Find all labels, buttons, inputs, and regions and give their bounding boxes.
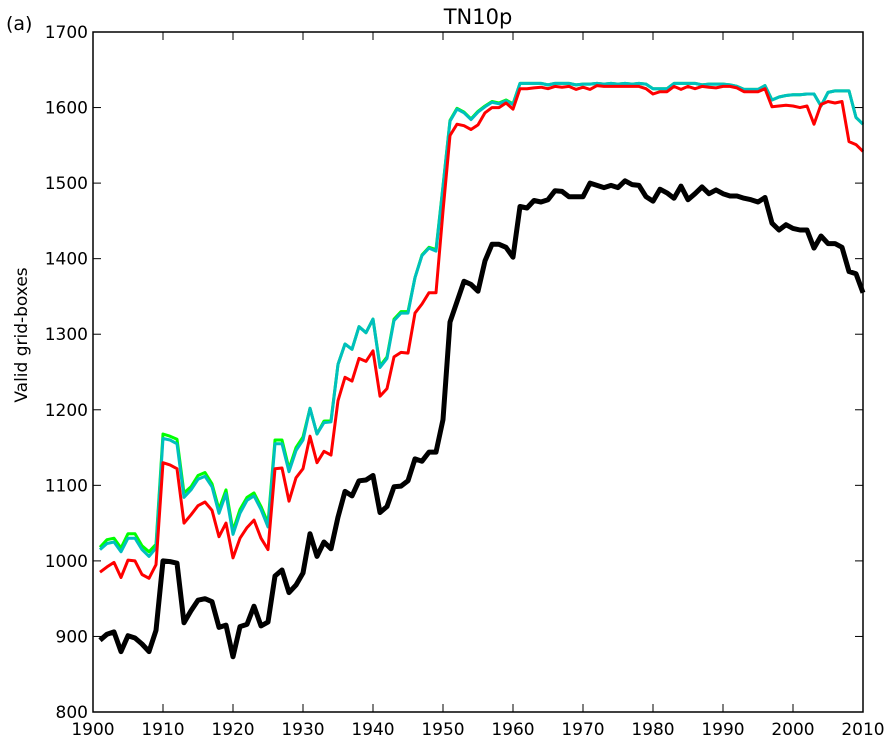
- chart-title: TN10p: [443, 5, 513, 29]
- y-axis-label: Valid grid-boxes: [12, 267, 32, 402]
- y-tick-label: 1000: [45, 552, 88, 572]
- x-tick-label: 1900: [71, 720, 114, 740]
- x-tick-label: 1940: [351, 720, 394, 740]
- y-tick-label: 900: [56, 627, 88, 647]
- y-tick-label: 1500: [45, 174, 88, 194]
- series-line-3: [99, 84, 865, 580]
- y-tick-label: 1300: [45, 325, 88, 345]
- plot-lines: [98, 81, 866, 660]
- series-line-1: [98, 81, 865, 554]
- x-tick-label: 1930: [281, 720, 324, 740]
- x-tick-label: 1990: [701, 720, 744, 740]
- x-tick-label: 1920: [211, 720, 254, 740]
- panel-label: (a): [6, 13, 32, 35]
- y-tick-label: 1700: [45, 23, 88, 43]
- x-tick-label: 1970: [561, 720, 604, 740]
- x-tick-label: 1960: [491, 720, 534, 740]
- series-line-2: [99, 81, 865, 558]
- y-tick-label: 1400: [45, 250, 88, 270]
- x-axis-ticks: 1900 1910 1920 1930 1940 1950 1960 1970 1980 1990…: [71, 32, 885, 740]
- series-line-4: [98, 178, 866, 660]
- x-tick-label: 1950: [421, 720, 464, 740]
- y-axis-ticks: 800 900 1000 1100 1200 1300 1400 1500 1600 1700: [45, 23, 863, 723]
- x-tick-label: 2010: [841, 720, 884, 740]
- y-tick-label: 1600: [45, 99, 88, 119]
- x-tick-label: 1980: [631, 720, 674, 740]
- y-tick-label: 800: [56, 703, 88, 723]
- y-tick-label: 1100: [45, 476, 88, 496]
- x-tick-label: 1910: [141, 720, 184, 740]
- x-tick-label: 2000: [771, 720, 814, 740]
- plot-frame: [92, 31, 864, 713]
- y-tick-label: 1200: [45, 401, 88, 421]
